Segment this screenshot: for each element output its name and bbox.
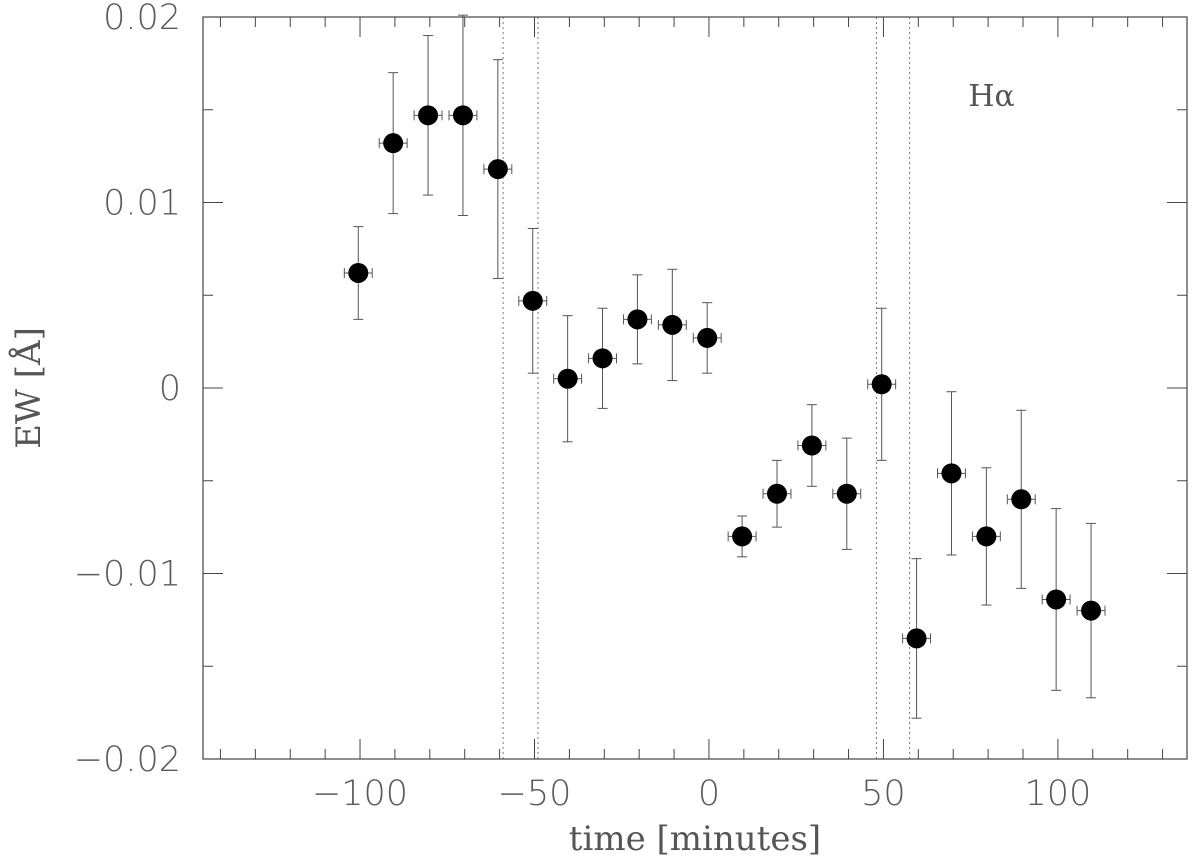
data-point [557, 368, 578, 389]
data-point [1046, 589, 1067, 610]
data-points [348, 105, 1102, 649]
data-point [1011, 489, 1032, 510]
data-point [592, 348, 613, 369]
data-point [801, 435, 822, 456]
data-point [732, 526, 753, 547]
data-point [906, 628, 927, 649]
axis-ticks [203, 16, 1187, 760]
y-tick-label: 0.02 [103, 0, 181, 38]
plot-frame [202, 16, 1188, 760]
data-point [697, 327, 718, 348]
x-tick-label: 100 [1024, 774, 1091, 814]
h-alpha-annotation: Hα [968, 79, 1014, 114]
data-point [1081, 600, 1102, 621]
data-point [487, 159, 508, 180]
x-tick-label: 50 [861, 774, 906, 814]
data-point [871, 374, 892, 395]
data-point [836, 483, 857, 504]
y-tick-label: 0 [159, 369, 181, 409]
data-point [627, 309, 648, 330]
x-tick-label: −100 [312, 774, 408, 814]
data-point [383, 133, 404, 154]
y-tick-label: −0.02 [74, 740, 181, 780]
data-point [418, 105, 439, 126]
x-tick-label: 0 [698, 774, 720, 814]
x-tick-label: −50 [498, 774, 572, 814]
x-axis-title: time [minutes] [569, 819, 821, 859]
x-tick-labels: −100 −50 0 50 100 [312, 774, 1091, 814]
y-axis-title: EW [Å] [8, 327, 49, 449]
data-point [522, 290, 543, 311]
data-point [976, 526, 997, 547]
data-point [452, 105, 473, 126]
data-point [767, 483, 787, 504]
y-tick-label: 0.01 [103, 184, 181, 224]
y-tick-labels: −0.02 −0.01 0 0.01 0.02 [74, 0, 181, 780]
data-point [662, 314, 683, 335]
data-point [348, 262, 369, 283]
data-point [941, 463, 962, 484]
y-tick-label: −0.01 [74, 555, 181, 595]
